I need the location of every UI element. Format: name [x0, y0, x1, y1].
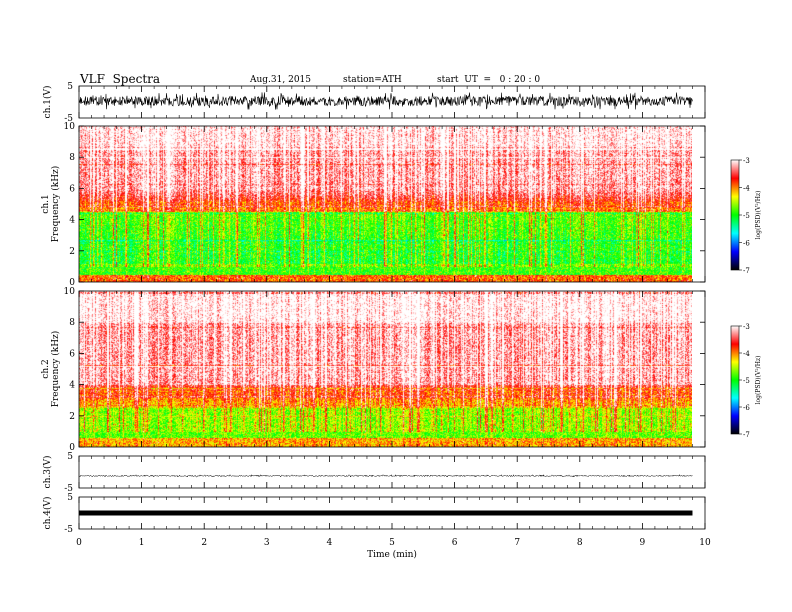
ch1-colorbar-label: log(PSD)(V²/Hz): [755, 191, 762, 240]
ch2-spectrogram: [79, 291, 692, 447]
ch1-spec-ytick-6: 6: [69, 184, 75, 194]
ch2-colorbar-tick-0: -3: [743, 323, 750, 331]
ch3-wave-ylabel: ch.3(V): [42, 456, 53, 489]
xtick-9: 9: [640, 538, 646, 548]
ch2-colorbar-label: log(PSD)(V²/Hz): [755, 356, 762, 405]
ch3-waveform: [78, 474, 693, 478]
ch1-spec-ytick-0: 0: [69, 278, 75, 288]
ch2-spec-ytick-0: 0: [69, 443, 75, 453]
ch1-waveform: [78, 92, 693, 110]
date-label: Aug.31, 2015: [250, 75, 311, 85]
xtick-6: 6: [452, 538, 458, 548]
ch1-spec-ylabel-2: Frequency (kHz): [50, 166, 61, 243]
ch4-wave-ytick-top: 5: [67, 493, 73, 503]
ch1-colorbar: [730, 159, 740, 271]
ch1-wave-ytick-bottom: -5: [64, 114, 73, 124]
ch2-spec-ylabel-2: Frequency (kHz): [50, 331, 61, 408]
xtick-10: 10: [699, 538, 711, 548]
ch3-wave-ytick-bottom: -5: [64, 484, 73, 494]
ch1-spec-ylabel: ch.1: [41, 194, 51, 213]
ch1-spec-ytick-8: 8: [69, 153, 75, 163]
ch2-spec-ytick-4: 4: [69, 381, 75, 391]
ch1-spec-ytick-10: 10: [64, 122, 76, 132]
xtick-7: 7: [514, 538, 520, 548]
xtick-8: 8: [577, 538, 583, 548]
xtick-2: 2: [201, 538, 207, 548]
ch1-colorbar-tick-0: -3: [743, 157, 750, 165]
plot-title: VLF Spectra: [80, 72, 161, 86]
ch1-colorbar-tick-3: -6: [743, 240, 750, 248]
ch1-colorbar-tick-2: -5: [743, 212, 750, 220]
ch2-colorbar-tick-2: -5: [743, 377, 750, 385]
ch3-wave-ytick-top: 5: [67, 452, 73, 462]
xtick-0: 0: [76, 538, 82, 548]
ch2-spec-ytick-2: 2: [69, 412, 75, 422]
ch2-colorbar-tick-1: -4: [743, 350, 750, 358]
xtick-1: 1: [139, 538, 145, 548]
ch2-spec-ytick-8: 8: [69, 318, 75, 328]
ch2-spec-ytick-6: 6: [69, 349, 75, 359]
x-axis-label: Time (min): [367, 549, 417, 560]
ch1-spectrogram: [79, 126, 692, 282]
ch1-spec-ytick-2: 2: [69, 247, 75, 257]
ch2-spec-ytick-10: 10: [64, 287, 76, 297]
ch4-wave-ylabel: ch.4(V): [42, 497, 53, 530]
ch2-colorbar-tick-3: -6: [743, 404, 750, 412]
ch1-colorbar-tick-1: -4: [743, 185, 750, 193]
ch1-colorbar-tick-4: -7: [743, 267, 750, 275]
ch2-spec-ylabel: ch.2: [41, 359, 51, 378]
ch2-colorbar: [730, 325, 740, 435]
xtick-5: 5: [389, 538, 395, 548]
station-label: station=ATH: [343, 75, 402, 85]
xtick-3: 3: [264, 538, 270, 548]
xtick-4: 4: [327, 538, 333, 548]
ch2-colorbar-tick-4: -7: [743, 431, 750, 439]
ch1-wave-ytick-top: 5: [67, 82, 73, 92]
ch4-wave-ytick-bottom: -5: [64, 525, 73, 535]
ch1-wave-ylabel: ch.1(V): [42, 86, 53, 119]
ch4-waveform: [79, 510, 693, 516]
start-time-label: start UT = 0 : 20 : 0: [437, 75, 541, 85]
ch1-spec-ytick-4: 4: [69, 216, 75, 226]
